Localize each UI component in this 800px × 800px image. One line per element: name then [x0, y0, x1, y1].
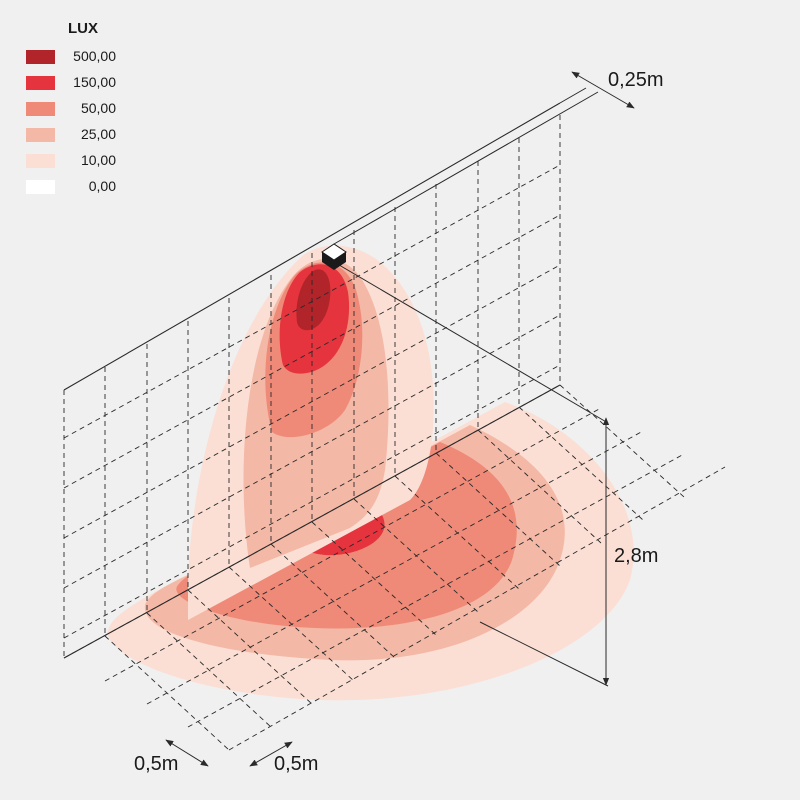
- mount-height-label: 2,8m: [614, 545, 658, 567]
- legend-swatch: [26, 180, 55, 194]
- legend-label: 50,00: [80, 100, 116, 116]
- legend-swatch: [26, 128, 55, 142]
- wall-offset-dimension: 0,25m: [333, 69, 664, 245]
- legend-label: 0,00: [88, 178, 116, 194]
- grid-x-label: 0,5m: [134, 753, 178, 775]
- wall-contour-500: [296, 269, 331, 331]
- legend-swatch: [26, 76, 55, 90]
- legend-label: 10,00: [80, 152, 116, 168]
- legend-title: LUX: [68, 20, 98, 37]
- fixture-projection-line: [333, 261, 609, 424]
- mount-height-dimension: 2,8m: [602, 417, 658, 686]
- legend-swatch: [26, 102, 55, 116]
- legend-item-25: 25,00: [26, 126, 116, 152]
- legend-swatch: [26, 154, 55, 168]
- legend-item-0: 0,00: [26, 178, 116, 204]
- floor-projection-line: [479, 621, 609, 687]
- grid-x-dimension: 0,5m: [134, 739, 209, 775]
- legend-item-10: 10,00: [26, 152, 116, 178]
- grid-y-dimension: 0,5m: [249, 741, 318, 775]
- legend-item-50: 50,00: [26, 100, 116, 126]
- legend-item-500: 500,00: [26, 48, 116, 74]
- wall-offset-label: 0,25m: [608, 69, 664, 91]
- legend-label: 150,00: [73, 74, 116, 90]
- legend-swatch: [26, 50, 55, 64]
- wall-top-edge: [63, 102, 561, 391]
- legend-label: 500,00: [73, 48, 116, 64]
- grid-y-label: 0,5m: [274, 753, 318, 775]
- luminaire-cube-icon: [321, 243, 347, 270]
- lux-legend: 500,00 150,00 50,00 25,00 10,00 0,00: [26, 48, 116, 204]
- wall-grid: [63, 115, 561, 658]
- wall-isolux-contours: [188, 245, 434, 620]
- wall-floor-edge: [63, 384, 561, 659]
- legend-item-150: 150,00: [26, 74, 116, 100]
- legend-label: 25,00: [80, 126, 116, 142]
